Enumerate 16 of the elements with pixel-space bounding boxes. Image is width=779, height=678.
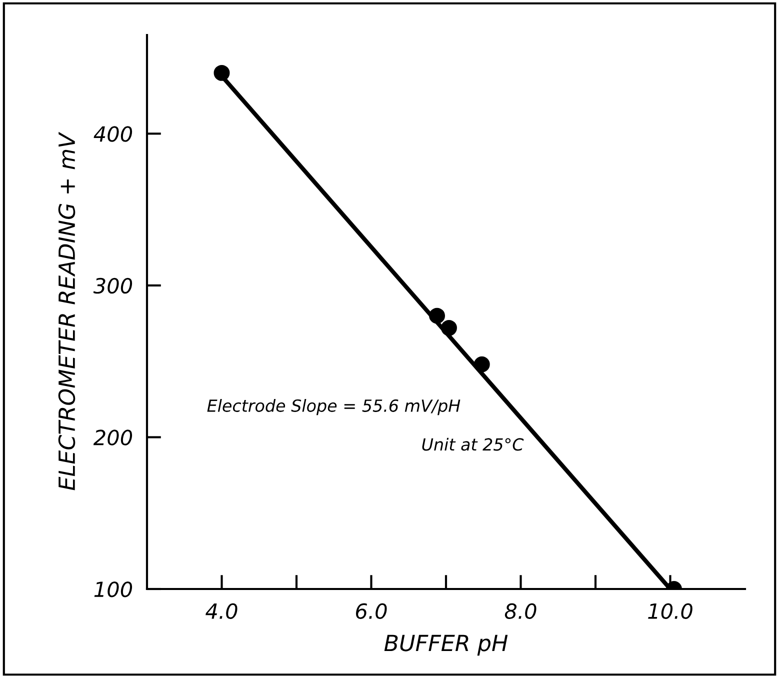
y-tick-label: 300: [93, 278, 132, 294]
x-axis-title: BUFFER pH: [384, 634, 508, 656]
x-tick-label: 4.0: [206, 603, 238, 620]
y-tick-label: 400: [94, 126, 132, 142]
point: [429, 308, 446, 324]
x-tick-label: 6.0: [356, 603, 387, 620]
point: [474, 356, 490, 372]
annotation: Electrode Slope = 55.6 mV/pH: [207, 399, 460, 416]
x-tick-label: 8.0: [504, 603, 536, 620]
y-axis-title: ELECTROMETER READING + mV: [58, 132, 76, 490]
annotation: Unit at 25°C: [422, 438, 524, 451]
x-tick-label: 10.0: [648, 603, 692, 620]
y-tick-label: 100: [94, 581, 132, 598]
point: [214, 64, 230, 81]
point: [441, 320, 457, 336]
y-tick-label: 200: [93, 430, 132, 446]
